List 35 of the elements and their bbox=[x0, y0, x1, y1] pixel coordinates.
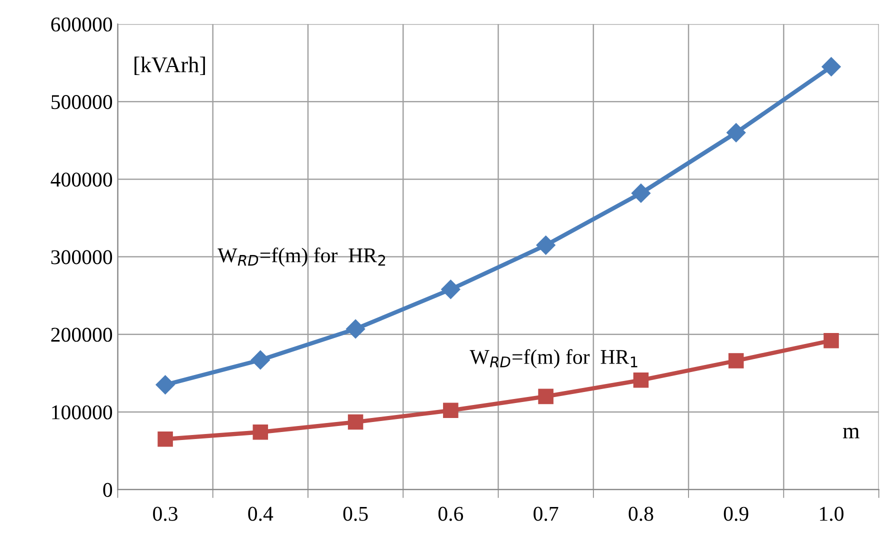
point bbox=[346, 319, 366, 338]
x-tick-label: 0.8 bbox=[628, 506, 654, 521]
point bbox=[726, 123, 746, 142]
x-tick-label: 0.5 bbox=[343, 506, 368, 521]
x-axis-title: m bbox=[842, 428, 860, 438]
y-tick-label: 500000 bbox=[52, 95, 112, 110]
y-tick-label: 300000 bbox=[51, 250, 112, 264]
point bbox=[348, 414, 364, 430]
x-tick-label: 0.7 bbox=[534, 506, 558, 521]
y-axis-title: [kVArh] bbox=[134, 56, 205, 76]
point bbox=[631, 184, 650, 203]
point bbox=[728, 353, 744, 368]
point bbox=[824, 332, 839, 348]
x-tick-label: 0.9 bbox=[724, 506, 748, 521]
y-tick-label: 100000 bbox=[52, 405, 112, 420]
point bbox=[822, 57, 841, 76]
x-tick-label: 1.0 bbox=[820, 506, 844, 521]
point bbox=[536, 236, 556, 255]
point bbox=[252, 424, 268, 440]
x-tick-label: 0.6 bbox=[438, 506, 464, 521]
point bbox=[443, 402, 458, 418]
point bbox=[538, 388, 554, 404]
y-tick-label: 0 bbox=[103, 482, 112, 497]
point bbox=[441, 280, 460, 299]
series-label: W$_{RD}$=f(m) for HR$_{1}$ bbox=[470, 349, 638, 368]
point bbox=[156, 375, 175, 394]
point bbox=[250, 350, 270, 370]
point bbox=[158, 431, 173, 447]
x-tick-label: 0.4 bbox=[248, 506, 274, 521]
text: W$_{RD}$=f(m) for HR$_{2}$ bbox=[218, 248, 386, 267]
y-tick-label: 200000 bbox=[51, 328, 112, 342]
y-tick-label: 400000 bbox=[50, 172, 112, 187]
point bbox=[633, 372, 649, 388]
x-tick-label: 0.3 bbox=[153, 506, 178, 521]
y-tick-label: 600000 bbox=[51, 17, 112, 32]
